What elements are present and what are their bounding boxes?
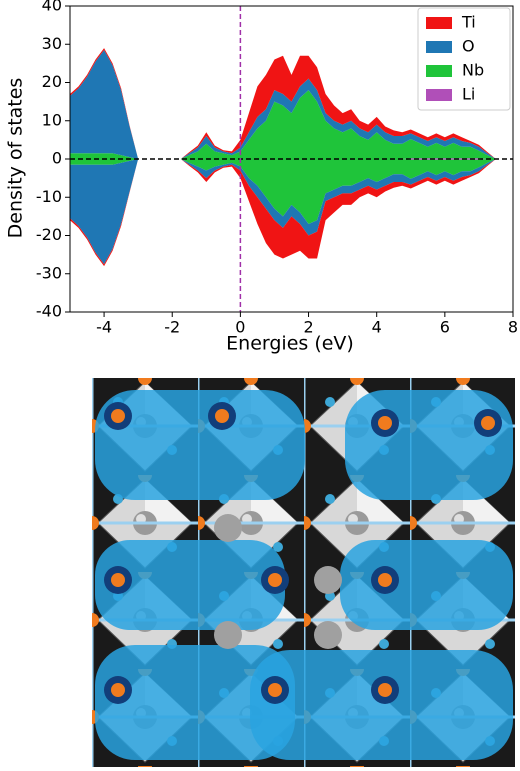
- plot-area: [70, 48, 496, 267]
- legend-swatch: [426, 17, 452, 29]
- x-tick-label: 8: [508, 318, 518, 337]
- x-axis-label: Energies (eV): [226, 333, 354, 355]
- x-tick-label: 4: [372, 318, 382, 337]
- area-values: [70, 48, 496, 160]
- x-tick-label: 6: [440, 318, 450, 337]
- x-tick-label: -2: [164, 318, 180, 337]
- y-tick-label: 0: [52, 149, 62, 168]
- legend-label: Nb: [462, 61, 484, 80]
- y-tick-label: 30: [42, 34, 62, 53]
- legend-box: [417, 7, 511, 111]
- x-tick-label: 0: [235, 318, 245, 337]
- y-tick-label: -30: [36, 263, 62, 282]
- area-values-down: [70, 159, 496, 225]
- legend-swatch: [426, 89, 452, 101]
- atoms: [104, 402, 502, 704]
- legend-label: O: [462, 37, 475, 56]
- x-tick-label: 2: [303, 318, 313, 337]
- y-tick-label: 20: [42, 72, 62, 91]
- y-tick-label: -20: [36, 225, 62, 244]
- legend-swatch: [426, 41, 452, 53]
- y-tick-label: -40: [36, 302, 62, 321]
- structure-image: [92, 378, 515, 767]
- area-values-down: [70, 159, 496, 265]
- y-tick-label: -10: [36, 187, 62, 206]
- area-values: [70, 90, 496, 159]
- area-values-down: [70, 159, 496, 267]
- legend-swatch: [426, 65, 452, 77]
- x-tick-label: -4: [96, 318, 112, 337]
- y-axis-label: Density of states: [5, 78, 27, 239]
- y-tick-label: 40: [42, 0, 62, 15]
- legend-label: Li: [462, 85, 475, 104]
- area-values: [70, 49, 496, 159]
- legend-label: Ti: [461, 13, 476, 32]
- y-tick-label: 10: [42, 110, 62, 129]
